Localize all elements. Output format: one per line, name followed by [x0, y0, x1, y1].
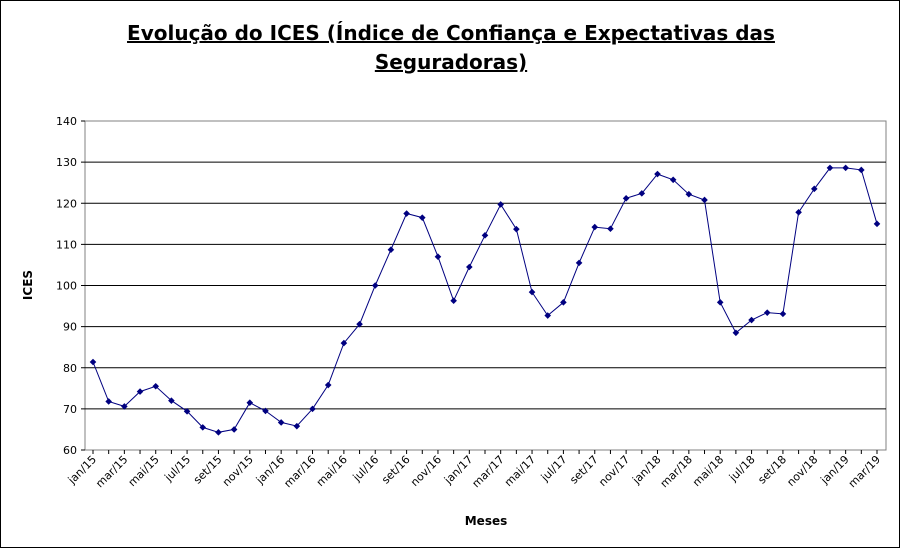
x-tick-label: set/18 [755, 453, 789, 487]
data-point [591, 223, 599, 231]
data-point [481, 232, 489, 239]
data-point [324, 381, 332, 389]
data-point [622, 195, 630, 202]
data-point [105, 398, 112, 405]
x-tick-label: jul/18 [726, 453, 758, 485]
y-tick-label: 130 [56, 156, 77, 169]
data-point [701, 196, 708, 204]
data-point [716, 299, 724, 306]
y-tick-label: 120 [56, 197, 77, 210]
x-tick-label: mar/16 [281, 453, 318, 490]
data-point [215, 429, 222, 436]
y-tick-label: 90 [63, 321, 77, 334]
y-axis-title: ICES [21, 270, 35, 300]
data-point [340, 339, 348, 347]
y-tick-label: 60 [63, 444, 77, 457]
data-point [607, 225, 614, 233]
x-tick-label: nov/17 [596, 453, 632, 489]
y-tick-label: 110 [56, 238, 77, 251]
x-tick-label: set/16 [379, 453, 413, 487]
data-point [309, 405, 316, 413]
y-axis-tick-labels: 60 70 80 90 100 110 120 130 140 [56, 115, 85, 457]
data-point [575, 259, 583, 267]
data-point [356, 320, 363, 328]
data-point [654, 170, 661, 178]
data-point [434, 253, 442, 261]
data-point [779, 310, 787, 318]
x-tick-label: mai/17 [502, 453, 538, 489]
data-point [403, 210, 410, 217]
data-point [199, 424, 207, 431]
data-point [183, 408, 191, 415]
x-tick-label: mai/18 [690, 453, 726, 489]
x-tick-label: jul/16 [350, 453, 382, 485]
series-ices [89, 164, 881, 436]
x-tick-label: mar/19 [846, 453, 883, 490]
x-tick-label: set/17 [567, 453, 601, 487]
data-point [371, 282, 379, 289]
x-tick-label: mai/16 [314, 453, 350, 489]
data-point [669, 176, 677, 184]
x-tick-label: mar/15 [93, 453, 130, 490]
y-tick-label: 140 [56, 115, 77, 128]
data-point [826, 164, 834, 172]
x-tick-label: jul/17 [538, 453, 570, 485]
data-point [246, 399, 254, 407]
data-point [810, 185, 818, 193]
y-tick-label: 80 [63, 362, 77, 375]
data-point [528, 288, 536, 296]
data-point [748, 316, 755, 324]
x-axis-title: Meses [465, 514, 508, 528]
data-point [842, 164, 849, 172]
data-point [544, 312, 552, 319]
x-tick-label: mar/18 [658, 453, 695, 490]
data-point [168, 397, 175, 404]
x-tick-label: nov/18 [784, 453, 820, 489]
data-point [732, 329, 740, 337]
gridlines [85, 161, 886, 410]
y-tick-label: 100 [56, 280, 77, 293]
y-tick-label: 70 [63, 403, 77, 416]
x-tick-label: set/15 [191, 453, 225, 487]
data-point [152, 382, 160, 390]
data-point [136, 388, 144, 395]
data-point [293, 422, 301, 430]
chart-title: Evolução do ICES (Índice de Confiança e … [127, 21, 775, 74]
data-point [513, 225, 520, 233]
x-tick-label: nov/16 [408, 453, 444, 489]
x-tick-label: jul/15 [162, 453, 194, 485]
data-point [873, 220, 881, 228]
x-tick-label: mai/15 [126, 453, 162, 489]
x-tick-label: nov/15 [220, 453, 256, 489]
data-point [763, 309, 771, 316]
data-point [638, 190, 646, 197]
data-point [277, 419, 285, 426]
data-point [450, 297, 457, 305]
data-point [262, 407, 269, 415]
data-point [466, 263, 473, 271]
data-point [418, 214, 426, 221]
data-point [121, 403, 128, 410]
data-point [560, 299, 567, 306]
data-point [795, 208, 802, 216]
data-point [387, 246, 395, 254]
data-point [497, 201, 504, 208]
data-point [685, 190, 693, 198]
x-tick-label: mar/17 [470, 453, 507, 490]
data-point [230, 426, 238, 433]
data-point [858, 166, 865, 174]
data-point [89, 358, 97, 366]
